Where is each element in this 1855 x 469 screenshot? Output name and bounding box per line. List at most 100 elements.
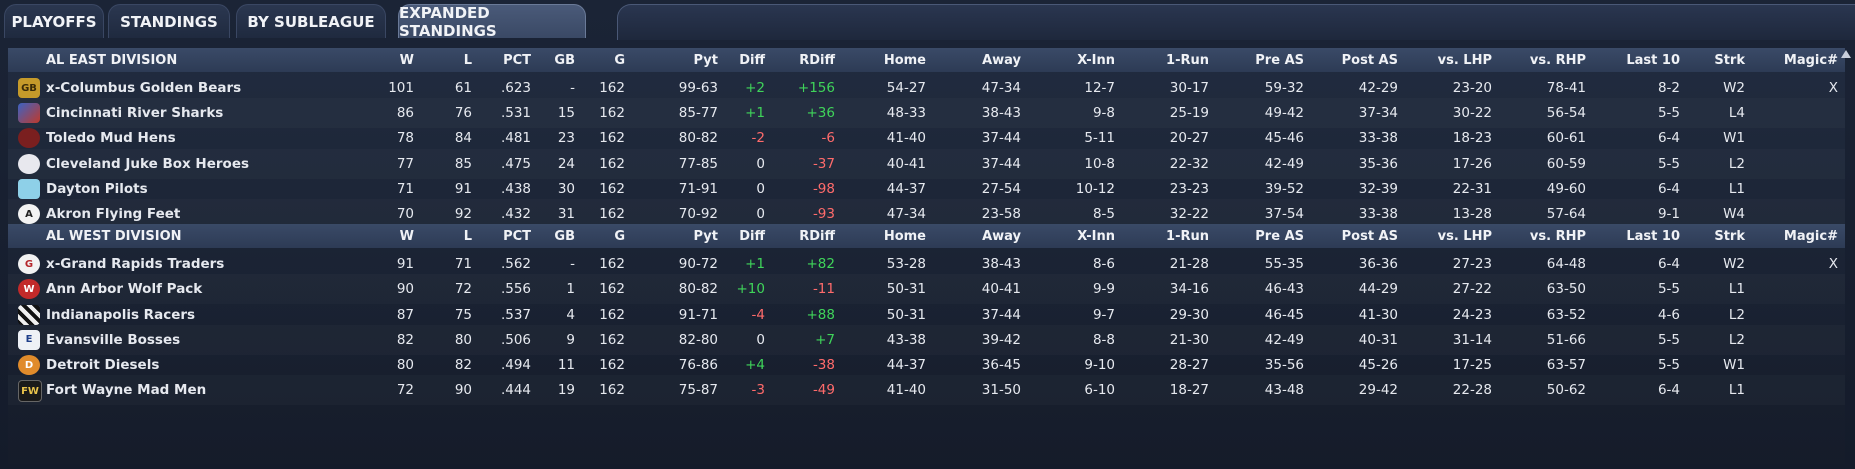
column-header-pre-as[interactable]: Pre AS — [1255, 52, 1304, 68]
column-header-l[interactable]: L — [463, 52, 472, 68]
column-header-strk[interactable]: Strk — [1714, 228, 1745, 244]
column-header-x-inn[interactable]: X-Inn — [1077, 52, 1115, 68]
team-name-link[interactable]: Dayton Pilots — [46, 180, 148, 197]
cell-pct: .475 — [500, 155, 531, 172]
column-header-pyt[interactable]: Pyt — [693, 228, 718, 244]
cell-post-as: 42-29 — [1358, 80, 1398, 96]
column-header-post-as[interactable]: Post AS — [1341, 228, 1398, 244]
column-header-w[interactable]: W — [399, 228, 414, 244]
cell-g: 162 — [599, 357, 625, 373]
column-header-rdiff[interactable]: RDiff — [799, 52, 835, 68]
column-header-vs-rhp[interactable]: vs. RHP — [1529, 228, 1586, 244]
column-header-w[interactable]: W — [399, 52, 414, 68]
cell-x-inn: 8-6 — [1092, 256, 1115, 273]
cell-rdiff: -93 — [812, 206, 835, 222]
table-row[interactable]: E Evansville Bosses 82 80 .506 9 162 82-80 0 +7 43… — [8, 325, 1845, 355]
team-name-link[interactable]: Akron Flying Feet — [46, 206, 181, 222]
cell-rdiff: -98 — [812, 180, 835, 197]
wolf-pack-logo-icon: W — [18, 279, 40, 300]
column-header-pyt[interactable]: Pyt — [693, 52, 718, 68]
cell-vs-lhp: 13-28 — [1452, 206, 1492, 222]
racers-logo-icon — [18, 304, 40, 325]
column-header-rdiff[interactable]: RDiff — [799, 228, 835, 244]
column-header-magic[interactable]: Magic# — [1783, 228, 1838, 244]
column-header-home[interactable]: Home — [883, 52, 926, 68]
column-header-post-as[interactable]: Post AS — [1341, 52, 1398, 68]
table-row[interactable]: FW Fort Wayne Mad Men 72 90 .444 19 162 75-87 -3… — [8, 375, 1845, 405]
cell-last-10: 8-2 — [1657, 80, 1680, 96]
column-header-g[interactable]: G — [614, 52, 625, 68]
column-header-gb[interactable]: GB — [554, 228, 575, 244]
cell-vs-rhp: 57-64 — [1546, 206, 1586, 222]
team-name-link[interactable]: Toledo Mud Hens — [46, 130, 176, 147]
column-header-away[interactable]: Away — [982, 52, 1021, 68]
team-name-link[interactable]: Cleveland Juke Box Heroes — [46, 155, 250, 172]
column-header-vs-lhp[interactable]: vs. LHP — [1437, 228, 1492, 244]
cell-pct: .531 — [500, 105, 531, 122]
cell-home: 47-34 — [886, 206, 926, 222]
team-name-link[interactable]: x-Columbus Golden Bears — [46, 80, 242, 96]
tab-by-subleague[interactable]: BY SUBLEAGUE — [236, 4, 386, 38]
cell-g: 162 — [599, 306, 625, 323]
cell-x-inn: 10-12 — [1075, 180, 1115, 197]
cell-magic: X — [1828, 80, 1838, 96]
table-row[interactable]: A Akron Flying Feet 70 92 .432 31 162 70-92 0 -93… — [8, 199, 1845, 229]
cell-pre-as: 59-32 — [1264, 80, 1304, 96]
table-row[interactable]: Toledo Mud Hens 78 84 .481 23 162 80-82 -2 -6 41-… — [8, 123, 1845, 153]
cell-w: 86 — [396, 105, 414, 122]
column-header-diff[interactable]: Diff — [739, 52, 765, 68]
column-header-1-run[interactable]: 1-Run — [1166, 228, 1209, 244]
column-header-x-inn[interactable]: X-Inn — [1077, 228, 1115, 244]
column-header-last-10[interactable]: Last 10 — [1626, 228, 1680, 244]
column-header-away[interactable]: Away — [982, 228, 1021, 244]
team-name-link[interactable]: Indianapolis Racers — [46, 306, 196, 323]
cell-g: 162 — [599, 130, 625, 147]
column-header-l[interactable]: L — [463, 228, 472, 244]
team-name-link[interactable]: Evansville Bosses — [46, 331, 181, 348]
team-name-link[interactable]: Ann Arbor Wolf Pack — [46, 281, 203, 298]
cell-1-run: 21-28 — [1169, 256, 1209, 273]
cell-l: 71 — [454, 256, 472, 273]
tab-expanded-standings[interactable]: EXPANDED STANDINGS — [398, 4, 586, 40]
table-row[interactable]: W Ann Arbor Wolf Pack 90 72 .556 1 162 80-82 +10… — [8, 274, 1845, 304]
team-name-link[interactable]: x-Grand Rapids Traders — [46, 256, 225, 273]
cell-strk: L2 — [1728, 306, 1745, 323]
cell-strk: L1 — [1728, 281, 1745, 298]
table-row[interactable]: Cleveland Juke Box Heroes 77 85 .475 24 162 77… — [8, 149, 1845, 179]
column-header-vs-rhp[interactable]: vs. RHP — [1529, 52, 1586, 68]
column-header-gb[interactable]: GB — [554, 52, 575, 68]
column-header-magic[interactable]: Magic# — [1783, 52, 1838, 68]
table-row[interactable]: Dayton Pilots 71 91 .438 30 162 71-91 0 -98 44-37… — [8, 174, 1845, 204]
team-name-link[interactable]: Detroit Diesels — [46, 357, 160, 373]
column-header-pct[interactable]: PCT — [503, 228, 531, 244]
table-row[interactable]: Cincinnati River Sharks 86 76 .531 15 162 85-7… — [8, 98, 1845, 128]
column-header-g[interactable]: G — [614, 228, 625, 244]
table-row[interactable]: Indianapolis Racers 87 75 .537 4 162 91-71 -4 +8… — [8, 300, 1845, 330]
column-header-pre-as[interactable]: Pre AS — [1255, 228, 1304, 244]
team-name-link[interactable]: Cincinnati River Sharks — [46, 105, 224, 122]
tab-playoffs[interactable]: PLAYOFFS — [4, 4, 104, 38]
column-header-pct[interactable]: PCT — [503, 52, 531, 68]
column-header-strk[interactable]: Strk — [1714, 52, 1745, 68]
column-header-diff[interactable]: Diff — [739, 228, 765, 244]
division-header: AL EAST DIVISION W L PCT GB G Pyt Diff RDiff Home… — [8, 48, 1845, 72]
column-header-home[interactable]: Home — [883, 228, 926, 244]
cell-pct: .438 — [500, 180, 531, 197]
cell-w: 90 — [396, 281, 414, 298]
cell-vs-rhp: 49-60 — [1546, 180, 1586, 197]
cell-pre-as: 49-42 — [1264, 105, 1304, 122]
tab-standings[interactable]: STANDINGS — [108, 4, 230, 38]
table-row[interactable]: GB x-Columbus Golden Bears 101 61 .623 - 162 99… — [8, 73, 1845, 103]
column-header-1-run[interactable]: 1-Run — [1166, 52, 1209, 68]
column-header-vs-lhp[interactable]: vs. LHP — [1437, 52, 1492, 68]
cell-home: 54-27 — [886, 80, 926, 96]
cell-x-inn: 9-9 — [1092, 281, 1115, 298]
cell-gb: 19 — [557, 382, 575, 399]
scroll-up-arrow-icon[interactable] — [1841, 50, 1851, 58]
team-name-link[interactable]: Fort Wayne Mad Men — [46, 382, 207, 399]
table-row[interactable]: D Detroit Diesels 80 82 .494 11 162 76-86 +4 -38 4… — [8, 350, 1845, 380]
cell-1-run: 30-17 — [1169, 80, 1209, 96]
cell-vs-lhp: 22-28 — [1452, 382, 1492, 399]
column-header-last-10[interactable]: Last 10 — [1626, 52, 1680, 68]
